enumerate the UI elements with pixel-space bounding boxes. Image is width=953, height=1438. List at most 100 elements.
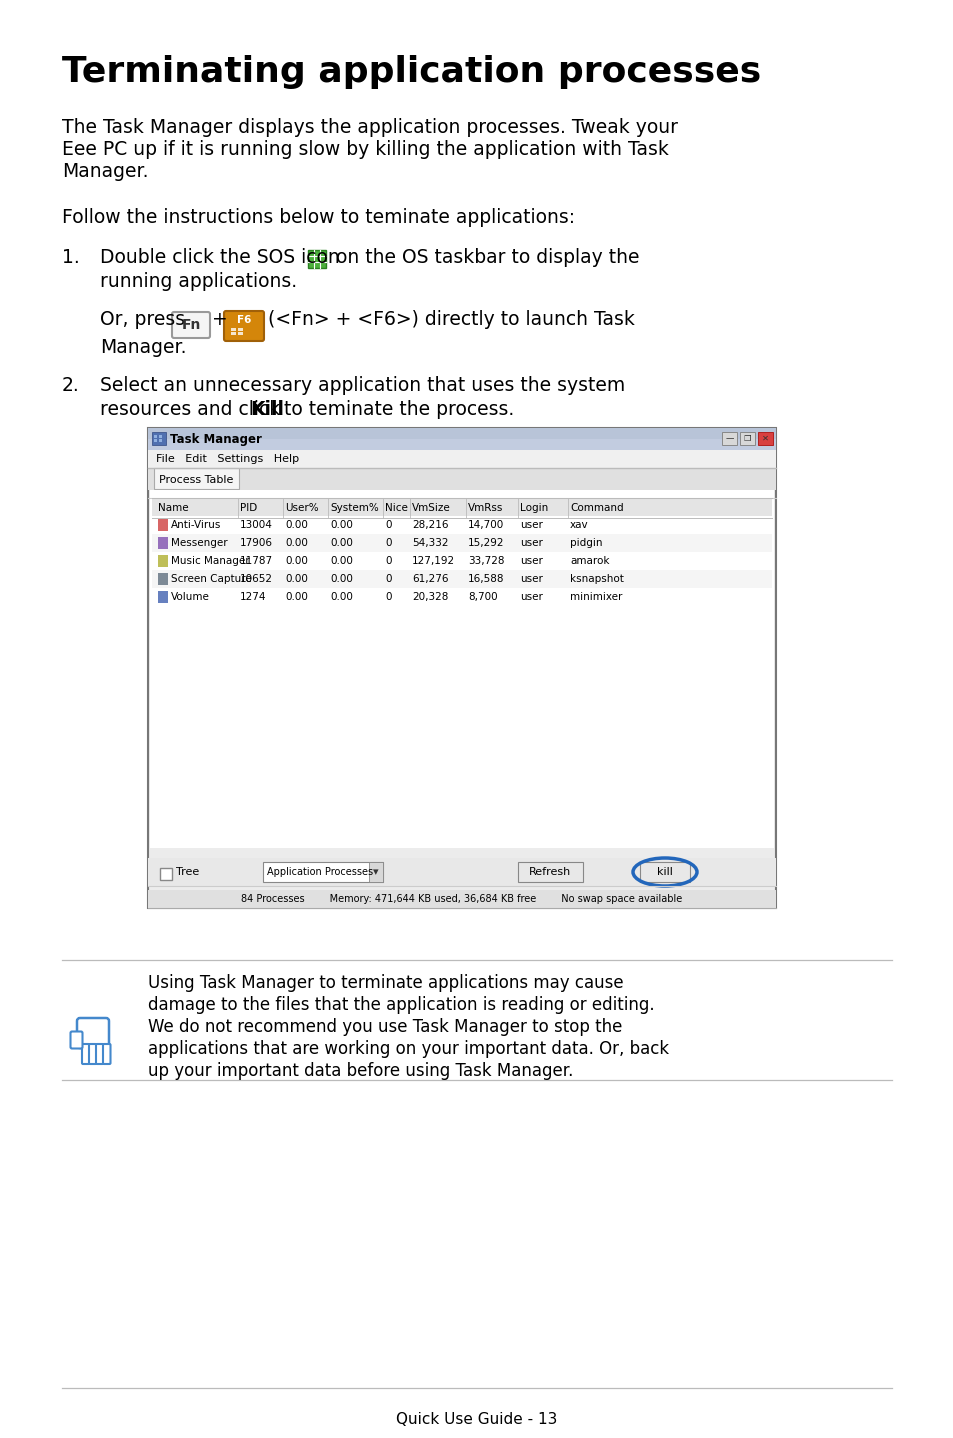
Text: 1.: 1. [62,247,80,267]
Text: 0: 0 [385,574,391,584]
FancyBboxPatch shape [71,1031,82,1048]
Text: 28,216: 28,216 [412,521,448,531]
Text: User%: User% [285,503,318,513]
Bar [148,858,775,886]
Bar [148,890,775,907]
Text: Fn: Fn [181,318,200,332]
Text: amarok: amarok [569,557,609,567]
Text: F6: F6 [236,315,251,325]
Bar [148,467,775,490]
Bar [237,328,243,331]
Text: Quick Use Guide - 13: Quick Use Guide - 13 [395,1412,558,1426]
Text: —: — [724,434,733,443]
Text: kill: kill [657,867,672,877]
Text: Manager.: Manager. [62,162,149,181]
Text: Refresh: Refresh [529,867,571,877]
Text: Application Processes: Application Processes [267,867,373,877]
Bar [517,861,582,881]
Text: Follow the instructions below to teminate applications:: Follow the instructions below to teminat… [62,209,575,227]
Text: 8,700: 8,700 [468,592,497,603]
Text: 0.00: 0.00 [285,538,308,548]
Text: Messenger: Messenger [171,538,228,548]
Bar [153,436,157,439]
Text: Double click the SOS icon: Double click the SOS icon [100,247,345,267]
FancyBboxPatch shape [308,250,326,267]
Bar [152,498,771,518]
Text: 127,192: 127,192 [412,557,455,567]
Bar [148,450,775,467]
Text: resources and click: resources and click [100,400,286,418]
Text: +: + [212,311,228,329]
Bar [148,439,775,450]
Text: damage to the files that the application is reading or editing.: damage to the files that the application… [148,997,654,1014]
Bar [158,591,168,603]
Text: user: user [519,574,542,584]
Bar [263,861,382,881]
Text: 0.00: 0.00 [330,557,353,567]
Text: user: user [519,521,542,531]
Text: Task Manager: Task Manager [170,433,262,446]
Text: ▾: ▾ [373,867,378,877]
Text: 33,728: 33,728 [468,557,504,567]
Bar [152,569,771,588]
Text: PID: PID [240,503,257,513]
Text: pidgin: pidgin [569,538,602,548]
Bar [148,429,775,450]
Text: 2.: 2. [62,375,80,395]
Bar [152,533,771,552]
Text: 0: 0 [385,592,391,603]
Text: Anti-Virus: Anti-Virus [171,521,221,531]
Text: 16,588: 16,588 [468,574,504,584]
Text: running applications.: running applications. [100,272,296,290]
Text: user: user [519,557,542,567]
Text: System%: System% [330,503,378,513]
Text: 11787: 11787 [240,557,273,567]
Bar [159,436,162,439]
Text: Eee PC up if it is running slow by killing the application with Task: Eee PC up if it is running slow by killi… [62,139,668,160]
Text: 1274: 1274 [240,592,266,603]
Text: The Task Manager displays the application processes. Tweak your: The Task Manager displays the applicatio… [62,118,678,137]
FancyBboxPatch shape [103,1044,111,1064]
Text: 0.00: 0.00 [330,592,353,603]
Text: 0.00: 0.00 [285,592,308,603]
FancyBboxPatch shape [224,311,264,341]
Text: 15,292: 15,292 [468,538,504,548]
Bar [152,431,166,444]
Bar [148,429,775,907]
Text: 13004: 13004 [240,521,273,531]
Text: 61,276: 61,276 [412,574,448,584]
Text: user: user [519,538,542,548]
FancyBboxPatch shape [82,1044,90,1064]
Text: 0.00: 0.00 [285,574,308,584]
Bar [369,861,382,881]
Text: Manager.: Manager. [100,338,186,357]
Text: Tree: Tree [175,867,199,877]
Bar [721,431,737,444]
Text: Using Task Manager to terminate applications may cause: Using Task Manager to terminate applicat… [148,974,623,992]
Text: Music Manager: Music Manager [171,557,250,567]
Text: minimixer: minimixer [569,592,621,603]
Bar [152,552,771,569]
Text: 0.00: 0.00 [330,574,353,584]
Text: Screen Capture: Screen Capture [171,574,252,584]
Text: 14,700: 14,700 [468,521,504,531]
Text: 0: 0 [385,521,391,531]
Bar [231,328,235,331]
Text: Nice: Nice [385,503,408,513]
Text: File   Edit   Settings   Help: File Edit Settings Help [156,454,299,464]
Text: Terminating application processes: Terminating application processes [62,55,760,89]
Text: Process Table: Process Table [159,475,233,485]
Bar [152,588,771,605]
Text: (<Fn> + <F6>) directly to launch Task: (<Fn> + <F6>) directly to launch Task [268,311,634,329]
Text: on the OS taskbar to display the: on the OS taskbar to display the [330,247,639,267]
Text: to teminate the process.: to teminate the process. [277,400,514,418]
Text: Kill: Kill [250,400,284,418]
Text: VmSize: VmSize [412,503,450,513]
Text: 0: 0 [385,557,391,567]
Text: 17906: 17906 [240,538,273,548]
Bar [639,861,689,881]
Text: applications that are working on your important data. Or, back: applications that are working on your im… [148,1040,668,1058]
Text: VmRss: VmRss [468,503,503,513]
Text: 0: 0 [385,538,391,548]
Text: 20,328: 20,328 [412,592,448,603]
